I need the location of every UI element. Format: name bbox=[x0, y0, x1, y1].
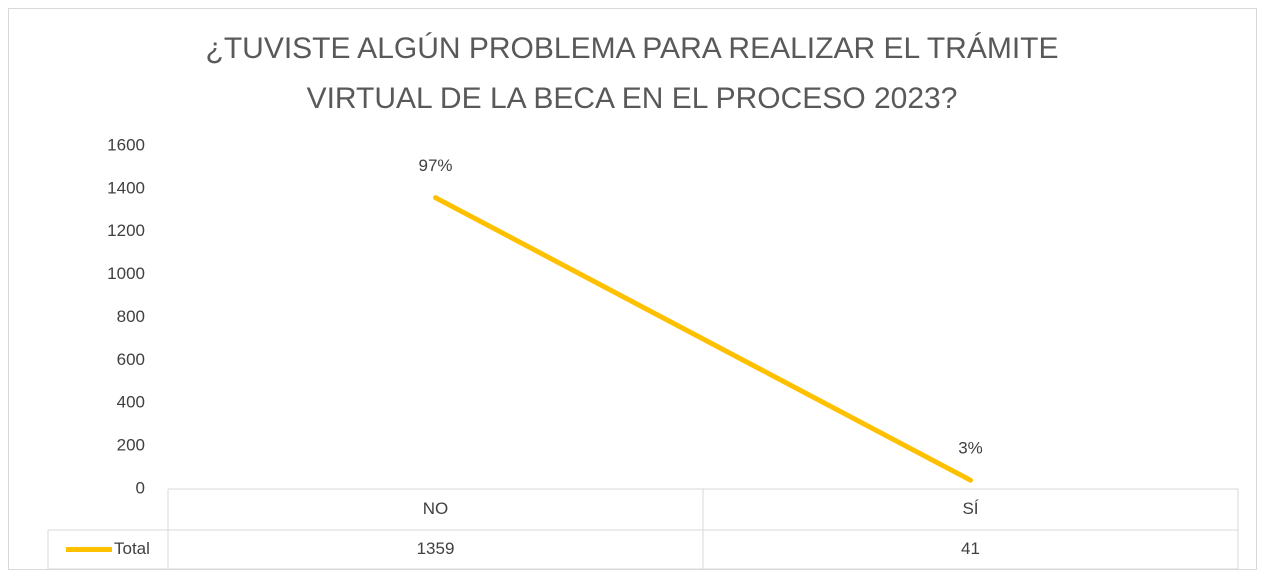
table-value: 1359 bbox=[417, 539, 455, 558]
annotation: 97% bbox=[418, 156, 452, 175]
line-series bbox=[433, 195, 973, 483]
y-tick-label: 400 bbox=[117, 393, 145, 412]
table-value: 41 bbox=[961, 539, 980, 558]
x-tick-label: NO bbox=[423, 499, 449, 518]
legend-label: Total bbox=[114, 539, 150, 558]
y-tick-label: 800 bbox=[117, 307, 145, 326]
chart-title: ¿TUVISTE ALGÚN PROBLEMA PARA REALIZAR EL… bbox=[205, 32, 1059, 115]
y-tick-label: 0 bbox=[136, 478, 145, 497]
y-tick-label: 1200 bbox=[107, 221, 145, 240]
y-tick-label: 600 bbox=[117, 350, 145, 369]
x-tick-label: SÍ bbox=[962, 499, 978, 518]
y-tick-label: 1400 bbox=[107, 178, 145, 197]
y-tick-label: 1000 bbox=[107, 264, 145, 283]
annotation: 3% bbox=[958, 439, 983, 458]
y-tick-label: 200 bbox=[117, 436, 145, 455]
y-tick-label: 1600 bbox=[107, 135, 145, 154]
